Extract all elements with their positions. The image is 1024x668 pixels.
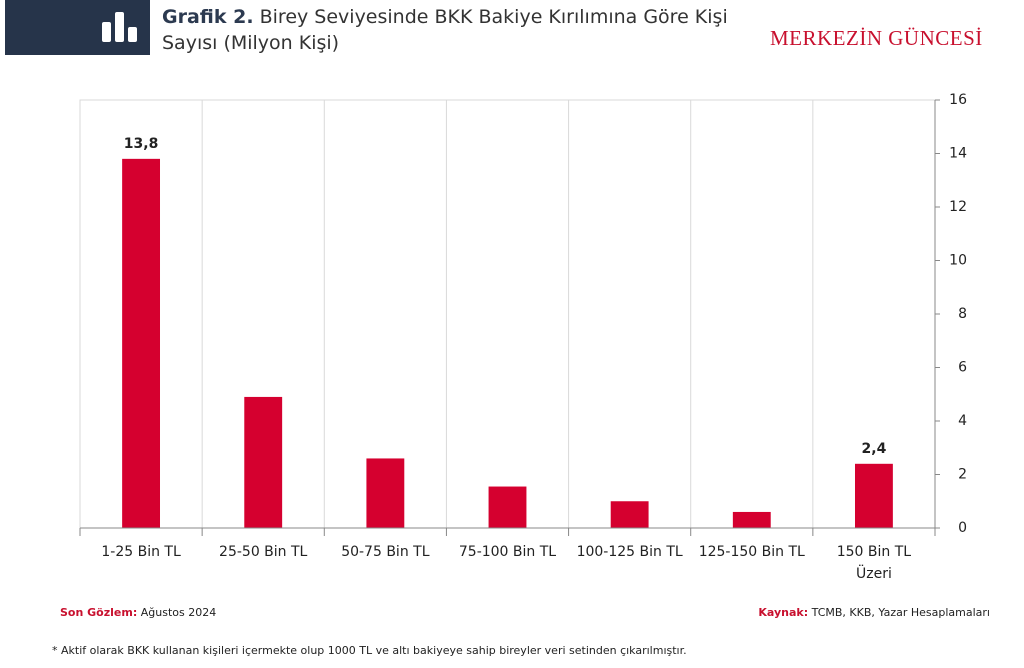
bar [244, 396, 283, 528]
y-tick-label: 0 [958, 520, 967, 536]
chart-title: Grafik 2. Birey Seviyesinde BKK Bakiye K… [162, 4, 752, 56]
brand: MERKEZİN GÜNCESİ [770, 26, 983, 50]
x-tick-label: 75-100 Bin TL [458, 544, 557, 560]
observation-value: Ağustos 2024 [140, 606, 217, 619]
x-tick-label: 100-125 Bin TL [576, 544, 683, 560]
x-tick-label: 50-75 Bin TL [341, 544, 430, 560]
source-label: Kaynak: [758, 606, 809, 619]
title-text: Birey Seviyesinde BKK Bakiye Kırılımına … [162, 6, 728, 54]
source-value: TCMB, KKB, Yazar Hesaplamaları [811, 606, 990, 619]
logo [5, 0, 150, 55]
footnote: * Aktif olarak BKK kullanan kişileri içe… [52, 644, 687, 657]
bar [732, 511, 771, 528]
bar [122, 158, 161, 528]
x-tick-label: 125-150 Bin TL [698, 544, 805, 560]
source: Kaynak: TCMB, KKB, Yazar Hesaplamaları [758, 606, 990, 619]
y-tick-label: 14 [949, 146, 967, 162]
y-tick-label: 6 [958, 360, 967, 376]
value-label: 2,4 [862, 441, 887, 457]
bar [366, 458, 405, 528]
y-tick-label: 16 [949, 92, 967, 108]
y-tick-label: 8 [958, 306, 967, 322]
bar [854, 463, 893, 528]
bar [610, 501, 649, 528]
logo-icon [102, 12, 137, 42]
observation-label: Son Gözlem: [60, 606, 138, 619]
bar [488, 486, 527, 528]
y-tick-label: 12 [949, 199, 967, 215]
y-tick-label: 10 [949, 253, 967, 269]
y-tick-label: 4 [958, 413, 967, 429]
x-tick-label: 1-25 Bin TL [101, 544, 181, 560]
observation: Son Gözlem: Ağustos 2024 [60, 606, 216, 619]
plot-frame [79, 99, 936, 529]
x-tick-label: 150 Bin TL Üzeri [836, 544, 912, 582]
y-tick-label: 2 [958, 467, 967, 483]
title-label: Grafik 2. [162, 6, 254, 28]
x-tick-label: 25-50 Bin TL [219, 544, 308, 560]
value-label: 13,8 [124, 136, 159, 152]
